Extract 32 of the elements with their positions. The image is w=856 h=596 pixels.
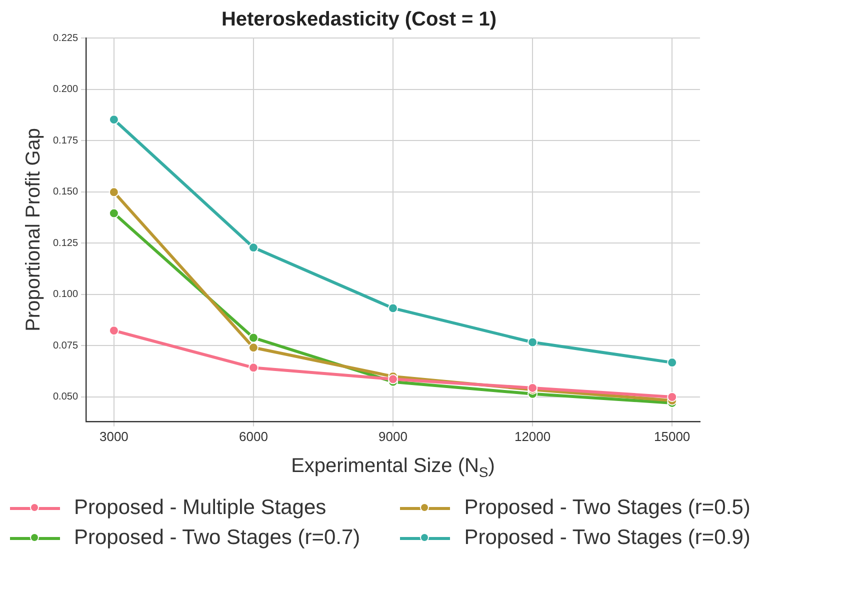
x-tick-label: 15000	[654, 428, 690, 444]
point	[248, 342, 258, 353]
y-tick-label: 0.200	[52, 84, 78, 96]
legend-label: Proposed - Two Stages (r=0.9)	[464, 526, 750, 550]
legend-label: Proposed - Multiple Stages	[74, 496, 326, 520]
x-tick-label: 9000	[378, 428, 408, 444]
point	[248, 362, 258, 373]
point	[528, 337, 538, 348]
point	[108, 114, 119, 125]
x-tick-label: 12000	[514, 428, 551, 444]
point	[667, 358, 678, 368]
y-tick-label: 0.075	[52, 340, 78, 352]
point	[248, 332, 258, 343]
point	[388, 303, 398, 314]
y-tick-label: 0.175	[52, 135, 78, 146]
x-tick-label: 6000	[239, 428, 268, 444]
y-tick-label: 0.125	[52, 238, 78, 249]
point	[108, 187, 119, 198]
point	[388, 374, 398, 384]
legend-label: Proposed - Two Stages (r=0.7)	[74, 526, 360, 550]
y-axis-title: Proportional Profit Gap	[22, 128, 45, 332]
y-tick-label: 0.150	[52, 186, 78, 198]
point	[667, 392, 678, 402]
point	[108, 208, 119, 218]
point	[248, 242, 258, 253]
point	[108, 326, 119, 336]
legend-label: Proposed - Two Stages (r=0.5)	[464, 496, 750, 520]
chart-title: Heteroskedasticity (Cost = 1)	[221, 8, 497, 31]
y-tick-label: 0.225	[52, 32, 78, 44]
y-tick-label: 0.100	[52, 289, 78, 300]
x-tick-label: 3000	[99, 428, 128, 444]
y-tick-label: 0.050	[52, 392, 78, 403]
